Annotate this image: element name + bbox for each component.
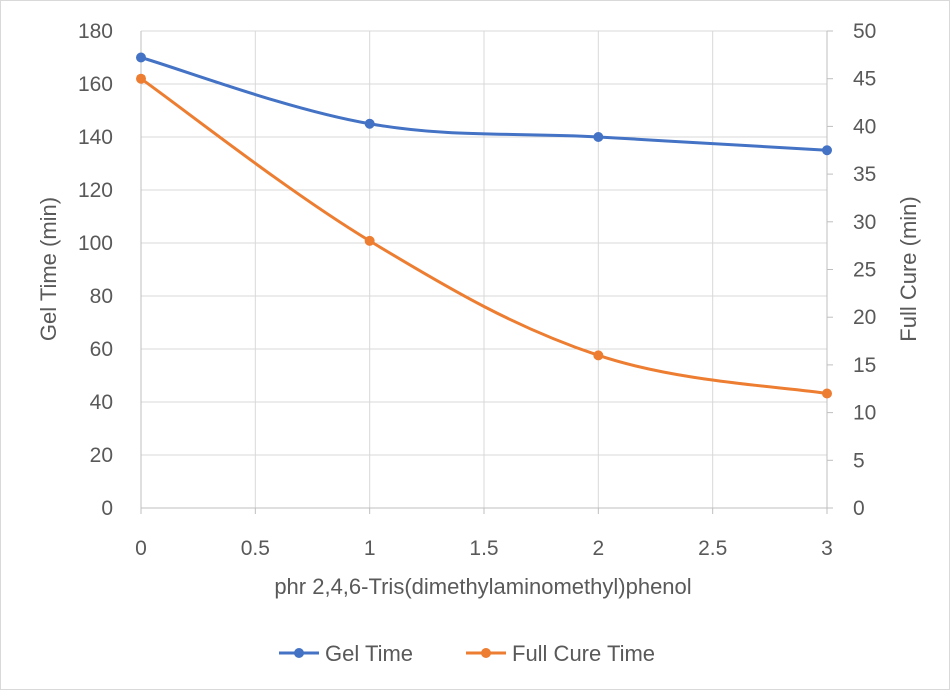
axes	[140, 30, 833, 514]
data-point-gel-time	[593, 132, 604, 142]
y-tick-label-right: 40	[853, 115, 876, 138]
series-lines	[136, 52, 832, 399]
data-point-gel-time	[136, 52, 146, 63]
y-tick-label-right: 30	[853, 211, 876, 234]
gridlines	[141, 30, 827, 508]
x-tick-label: 1.5	[469, 537, 498, 560]
y-tick-label-left: 100	[78, 232, 113, 255]
legend-label-full-cure-time: Full Cure Time	[512, 641, 655, 666]
legend: Gel Time Full Cure Time	[279, 641, 655, 666]
y-tick-label-right: 5	[853, 449, 865, 472]
legend-item-gel-time[interactable]: Gel Time	[279, 641, 413, 666]
y-tick-label-right: 0	[853, 497, 865, 520]
x-tick-label: 1	[364, 537, 376, 560]
legend-marker-gel-time	[294, 648, 304, 658]
y-tick-label-right: 35	[853, 163, 876, 186]
tick-labels: 0204060801001201401601800510152025303540…	[78, 20, 876, 560]
y-tick-label-left: 140	[78, 126, 113, 149]
series-line-full-cure-time	[140, 77, 828, 395]
y-tick-label-left: 0	[101, 497, 113, 520]
y-tick-label-left: 60	[90, 338, 113, 361]
y-axis-title-right: Full Cure (min)	[896, 196, 921, 341]
y-tick-label-right: 45	[853, 68, 876, 91]
x-tick-label: 2.5	[698, 537, 727, 560]
y-tick-label-right: 20	[853, 306, 876, 329]
data-point-full-cure-time	[136, 73, 146, 84]
data-point-gel-time	[364, 118, 375, 129]
y-tick-label-right: 50	[853, 20, 876, 43]
y-tick-label-right: 15	[853, 354, 876, 377]
y-tick-label-right: 10	[853, 402, 876, 425]
y-axis-title-left: Gel Time (min)	[36, 197, 61, 341]
data-point-full-cure-time	[593, 350, 604, 361]
data-point-full-cure-time	[822, 388, 832, 399]
y-tick-label-left: 80	[90, 285, 113, 308]
legend-item-full-cure-time[interactable]: Full Cure Time	[466, 641, 655, 666]
legend-label-gel-time: Gel Time	[325, 641, 413, 666]
x-tick-label: 0.5	[241, 537, 270, 560]
y-tick-label-right: 25	[853, 259, 876, 282]
x-tick-label: 0	[135, 537, 147, 560]
x-axis-title: phr 2,4,6-Tris(dimethylaminomethyl)pheno…	[274, 574, 691, 599]
x-tick-label: 2	[592, 537, 604, 560]
x-tick-label: 3	[821, 537, 833, 560]
legend-marker-full-cure-time	[481, 648, 491, 658]
series-line-gel-time	[140, 56, 828, 152]
data-point-full-cure-time	[364, 235, 375, 246]
y-tick-label-left: 120	[78, 179, 113, 202]
y-tick-label-left: 20	[90, 444, 113, 467]
y-tick-label-left: 180	[78, 20, 113, 43]
y-tick-label-left: 160	[78, 73, 113, 96]
y-tick-label-left: 40	[90, 391, 113, 414]
data-point-gel-time	[822, 145, 832, 156]
